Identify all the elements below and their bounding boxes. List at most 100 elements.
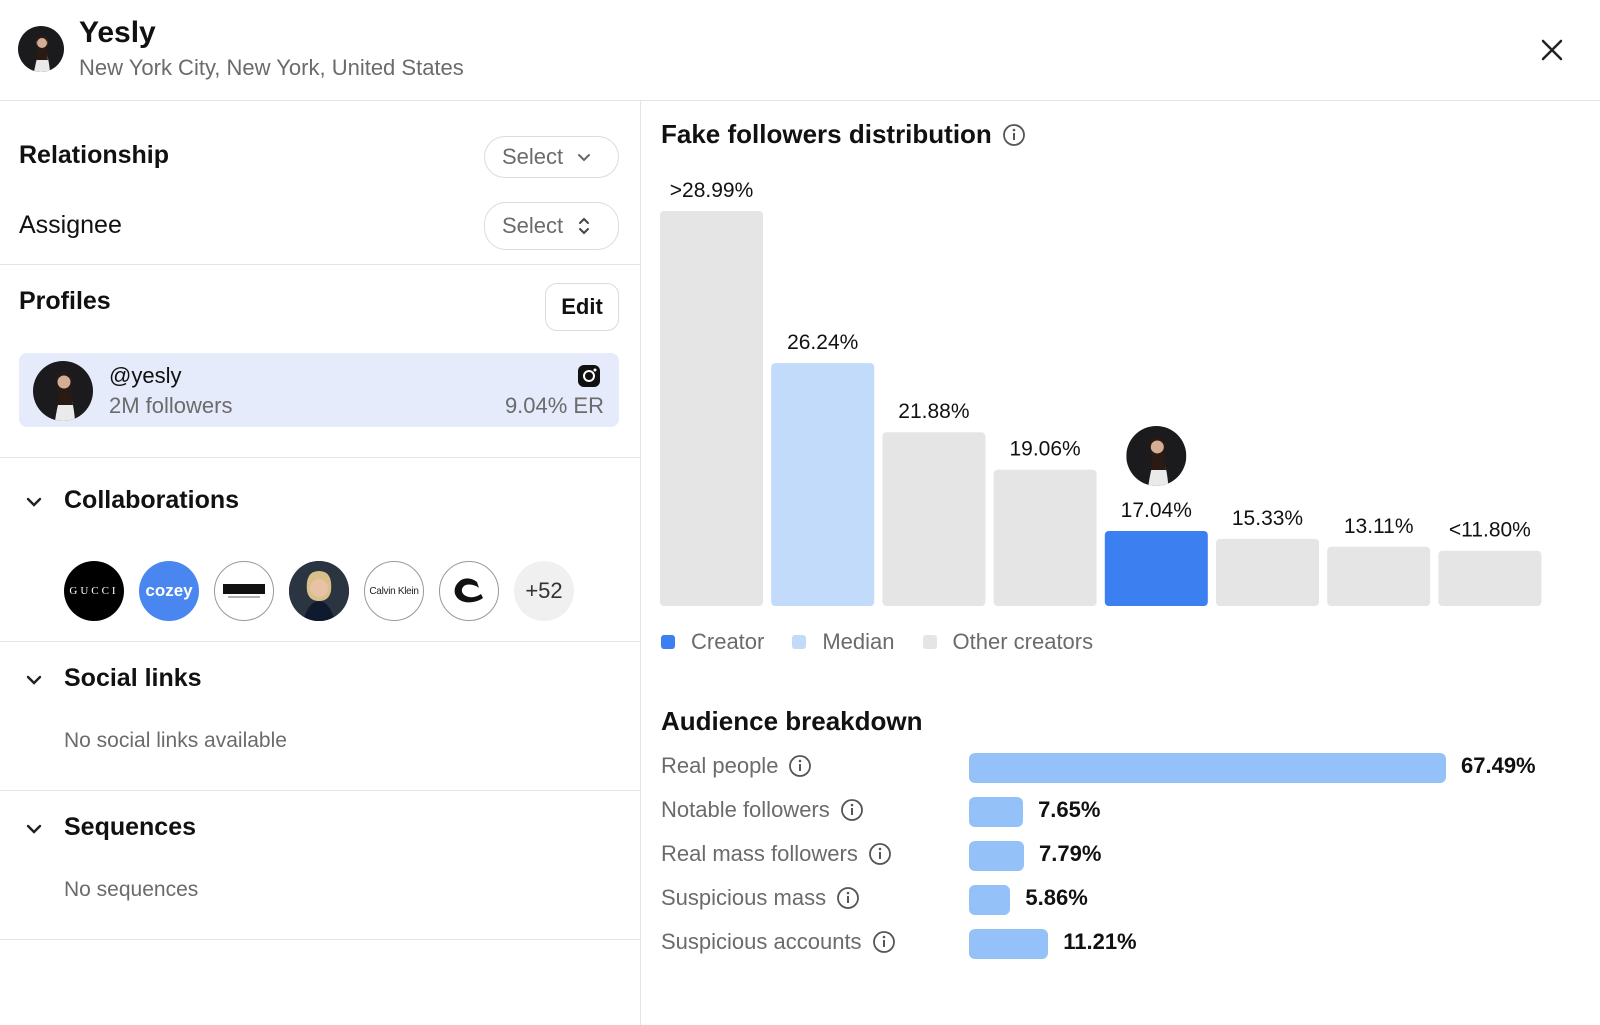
chart-bar-label: 21.88% [898,400,969,423]
audience-label: Real people [661,753,812,779]
audience-label: Suspicious accounts [661,929,896,955]
info-icon[interactable] [836,886,860,910]
profile-card[interactable]: @yesly 2M followers 9.04% ER [19,353,619,427]
creator-avatar [18,26,64,72]
relationship-select[interactable]: Select [484,136,619,178]
audience-bar [969,929,1049,959]
relationship-select-label: Select [502,144,564,169]
collab-cozey-logo[interactable]: cozey [139,561,199,621]
chart-bar-other[interactable] [660,211,763,606]
info-icon[interactable] [868,842,892,866]
collab-label: GUCCI [69,585,119,597]
divider [0,264,641,265]
chevron-up-down-icon [579,217,590,235]
chart-bar-label: >28.99% [670,179,754,202]
audience-label: Suspicious mass [661,885,860,911]
fake-followers-title: Fake followers distribution [661,119,1026,150]
collab-person-avatar[interactable] [289,561,349,621]
audience-value: 11.21% [1063,929,1137,954]
legend-median: Median [792,629,895,655]
chart-bar-other[interactable] [1438,550,1542,606]
chart-bar-label: 13.11% [1344,515,1414,538]
audience-bar [969,841,1025,871]
sequences-empty: No sequences [64,878,199,901]
left-panel: Relationship Select Assignee Select Prof… [0,101,641,1025]
edit-profiles-button[interactable]: Edit [545,283,619,331]
chart-legend: Creator Median Other creators [661,629,1093,655]
collab-gucci-logo[interactable]: GUCCI [64,561,124,621]
chart-bar-label: 26.24% [787,331,858,354]
audience-label-text: Notable followers [661,797,830,822]
fake-followers-title-text: Fake followers distribution [661,119,992,149]
audience-title: Audience breakdown [661,706,923,736]
divider [0,641,641,642]
chart-bar-other[interactable] [1216,538,1319,606]
info-icon[interactable] [872,930,896,954]
legend-label: Other creators [952,629,1094,654]
audience-label: Real mass followers [661,841,892,867]
collab-neutrogena-logo[interactable] [214,561,274,621]
chevron-down-icon[interactable] [25,671,43,689]
collab-label: cozey [145,581,193,600]
audience-label-text: Real people [661,753,779,778]
audience-label-text: Suspicious mass [661,885,827,910]
audience-row: Notable followers 7.65% [661,795,1581,829]
profiles-title: Profiles [19,287,111,315]
info-icon[interactable] [1002,123,1026,147]
chart-bar-median[interactable] [771,363,875,606]
audience-row: Suspicious mass 5.86% [661,883,1581,917]
chart-bar-label: 15.33% [1232,507,1303,530]
profile-avatar [33,361,93,421]
audience-label: Notable followers [661,797,864,823]
social-links-title[interactable]: Social links [64,664,202,692]
chart-bar-creator[interactable] [1104,530,1208,606]
legend-label: Median [822,629,895,654]
legend-label: Creator [691,629,765,654]
legend-creator: Creator [661,629,764,655]
creator-name: Yesly [79,16,156,49]
chevron-down-icon[interactable] [25,493,43,511]
chart-bar-other[interactable] [882,432,986,606]
audience-value: 5.86% [1025,885,1088,910]
legend-swatch-median [792,635,807,649]
legend-other: Other creators [922,629,1094,655]
info-icon[interactable] [788,754,812,778]
fake-followers-chart: >28.99% 26.24% 21.88% 19.06% 17.04% 15.33% 13.… [660,179,1542,606]
divider [0,939,641,940]
info-icon[interactable] [840,798,864,822]
more-collaborations-button[interactable]: +52 [514,561,574,621]
collab-coach-logo[interactable] [439,561,499,621]
assignee-select-label: Select [502,213,564,238]
sequences-title[interactable]: Sequences [64,813,197,841]
collab-label: Calvin Klein [369,585,419,597]
chart-bar-other[interactable] [1327,546,1431,606]
audience-value: 7.65% [1038,797,1101,822]
collab-calvin-klein-logo[interactable]: Calvin Klein [364,561,424,621]
audience-value: 7.79% [1039,841,1102,866]
divider [0,457,641,458]
chevron-down-icon[interactable] [25,820,43,838]
right-panel: Fake followers distribution >28.99% 26.24… [641,101,1600,1025]
audience-bar [969,753,1446,783]
creator-marker-avatar [1126,425,1187,486]
legend-swatch-creator [661,635,675,649]
chart-bar-label: 19.06% [1009,438,1080,461]
creator-location: New York City, New York, United States [79,55,464,80]
audience-row: Suspicious accounts 11.21% [661,927,1581,961]
collaborations-title[interactable]: Collaborations [64,486,240,514]
relationship-label: Relationship [19,141,170,169]
audience-bar [969,797,1024,827]
social-links-empty: No social links available [64,729,287,752]
audience-row: Real mass followers 7.79% [661,839,1581,873]
chevron-down-icon [578,154,591,162]
assignee-label: Assignee [19,211,122,239]
profile-handle: @yesly [109,363,182,388]
audience-label-text: Suspicious accounts [661,929,862,954]
chart-bar-label: 17.04% [1121,499,1192,522]
divider [0,790,641,791]
audience-value: 67.49% [1461,753,1536,778]
chart-bar-other[interactable] [993,469,1097,606]
close-icon[interactable] [1538,36,1566,64]
assignee-select[interactable]: Select [484,202,619,250]
chart-bar-label: <11.80% [1449,519,1531,542]
